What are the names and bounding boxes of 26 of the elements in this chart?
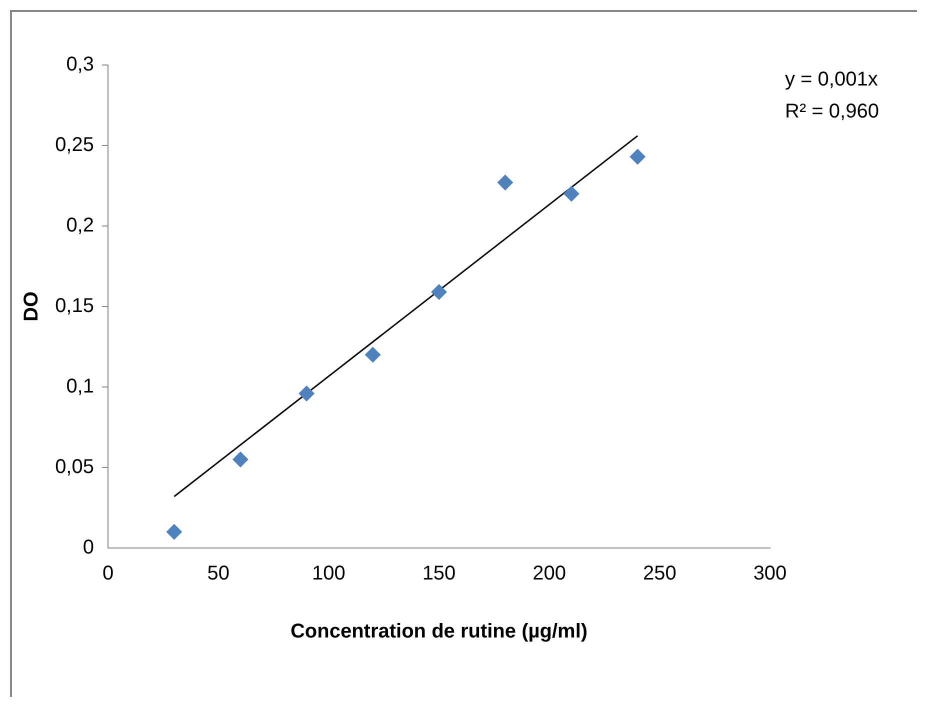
x-tick-label: 100 <box>312 562 346 585</box>
x-tick-label: 200 <box>532 562 566 585</box>
x-tick-label: 50 <box>207 562 230 585</box>
x-axis-title: Concentration de rutine (µg/ml) <box>290 620 588 643</box>
y-tick-label: 0,25 <box>55 134 94 156</box>
point <box>298 385 315 402</box>
x-tick-label: 250 <box>642 562 676 585</box>
x-tick-label: 300 <box>753 562 787 585</box>
text: y = 0,001x <box>785 68 878 91</box>
y-tick-label: 0 <box>82 536 94 559</box>
point <box>166 524 182 540</box>
point <box>431 284 447 300</box>
x-tick-label: 0 <box>102 562 114 585</box>
y-tick-label: 0,3 <box>66 54 94 76</box>
point <box>497 174 514 191</box>
y-tick-label: 0,15 <box>55 295 94 318</box>
y-tick-label: 0,1 <box>66 376 94 398</box>
y-axis-title: DO <box>20 292 43 322</box>
point <box>563 186 580 202</box>
point <box>364 346 381 363</box>
text: R² = 0,960 <box>785 100 879 123</box>
point <box>630 148 646 165</box>
y-tick-label: 0,2 <box>66 214 94 237</box>
x-tick-label: 150 <box>422 562 456 585</box>
y-tick-label: 0,05 <box>55 456 94 478</box>
point <box>232 451 248 468</box>
